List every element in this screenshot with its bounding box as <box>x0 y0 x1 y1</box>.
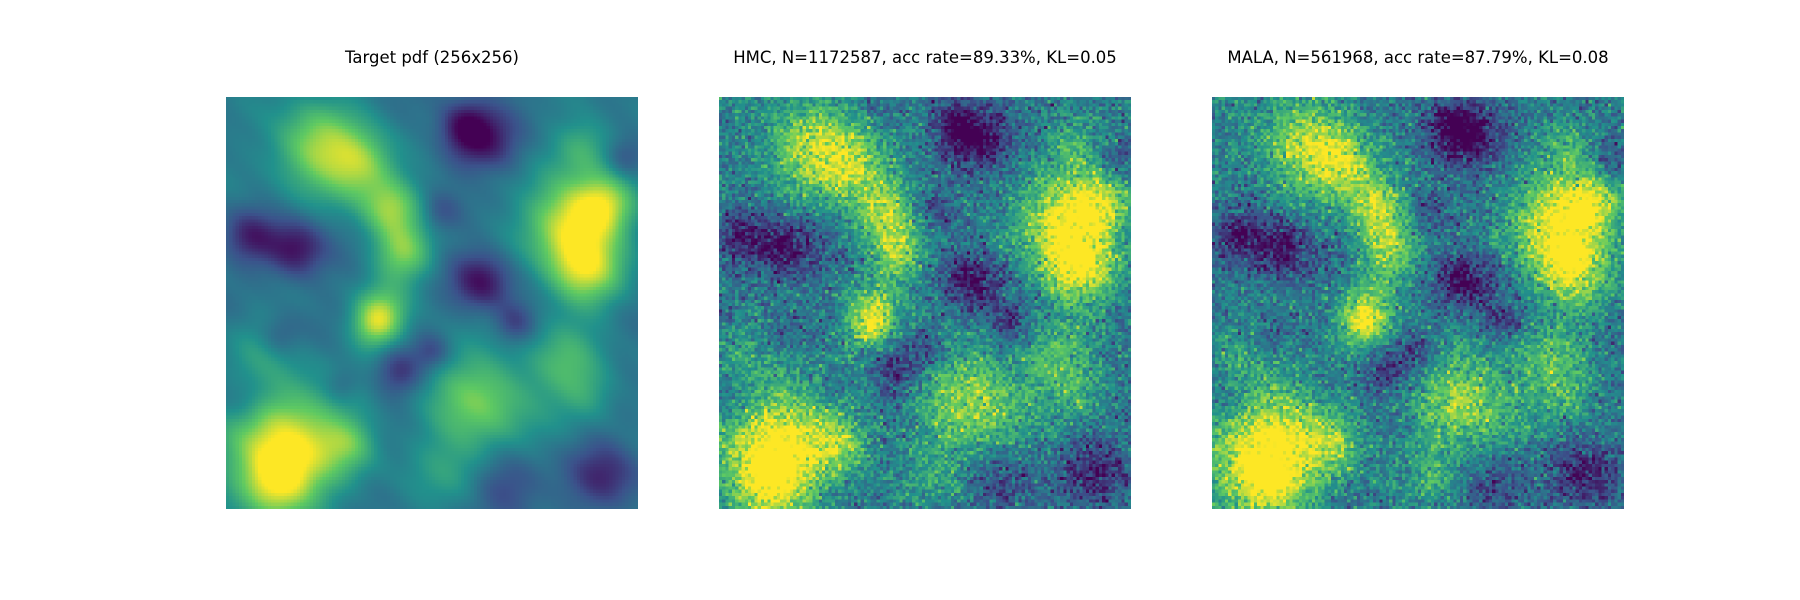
panel-hmc-title: HMC, N=1172587, acc rate=89.33%, KL=0.05 <box>733 48 1117 67</box>
panel-mala: MALA, N=561968, acc rate=87.79%, KL=0.08 <box>1212 0 1624 600</box>
mala-samples-heatmap <box>1212 97 1624 509</box>
panel-mala-title: MALA, N=561968, acc rate=87.79%, KL=0.08 <box>1227 48 1609 67</box>
panel-target-title: Target pdf (256x256) <box>345 48 519 67</box>
target-pdf-heatmap <box>226 97 638 509</box>
panel-target: Target pdf (256x256) <box>226 0 638 600</box>
hmc-samples-heatmap <box>719 97 1131 509</box>
panel-hmc: HMC, N=1172587, acc rate=89.33%, KL=0.05 <box>719 0 1131 600</box>
